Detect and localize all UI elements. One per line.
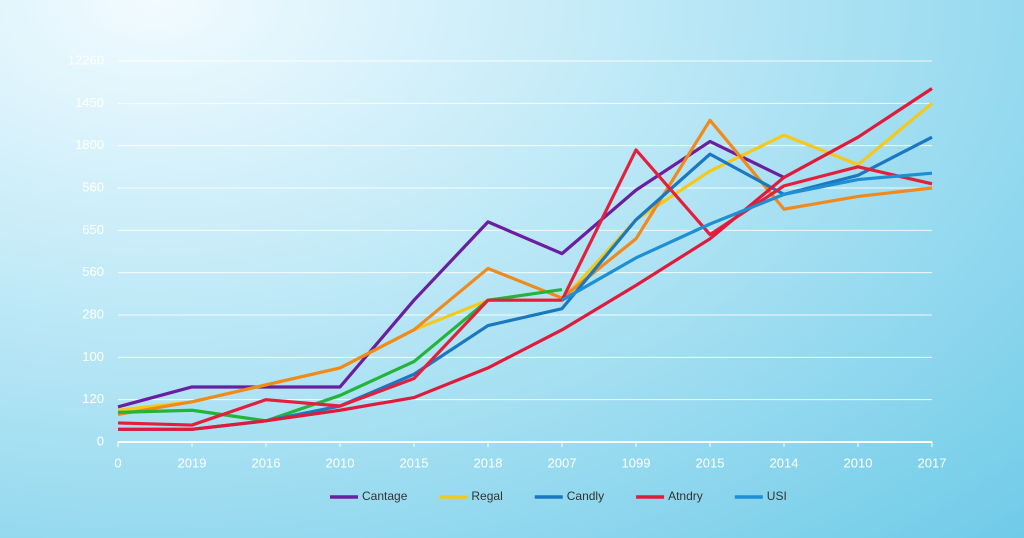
series-line	[117, 139, 785, 409]
x-tick-label: 2018	[474, 455, 503, 470]
x-tick-label: 0	[114, 455, 121, 470]
x-tick-label: 2014	[770, 455, 799, 470]
y-tick-label: 560	[82, 264, 104, 279]
x-tick-label: 1099	[622, 455, 651, 470]
x-tick-label: 2016	[252, 455, 281, 470]
legend-label: Atndry	[668, 489, 703, 503]
x-tick-label: 2017	[918, 455, 947, 470]
y-tick-label: 0	[97, 433, 104, 448]
y-tick-label: 650	[82, 222, 104, 237]
x-tick-label: 2007	[548, 455, 577, 470]
series-line	[117, 118, 933, 417]
x-tick-label: 2010	[844, 455, 873, 470]
series-line	[561, 171, 933, 302]
x-tick-label: 2015	[400, 455, 429, 470]
x-tick-label: 2019	[178, 455, 207, 470]
legend: Cantage Regal Candly Atndry USI	[330, 489, 787, 503]
y-tick-label: 12260	[68, 52, 104, 67]
y-tick-label: 560	[82, 179, 104, 194]
legend-label: Regal	[471, 489, 502, 503]
y-tick-label: 1800	[75, 137, 104, 152]
legend-label: USI	[767, 489, 787, 503]
y-tick-label: 120	[82, 391, 104, 406]
legend-label: Cantage	[362, 489, 408, 503]
series-line	[117, 102, 934, 412]
legend-label: Candly	[567, 489, 604, 503]
series-line	[118, 87, 933, 431]
series-line	[117, 148, 933, 427]
x-tick-label: 2010	[326, 455, 355, 470]
y-tick-label: 280	[82, 306, 104, 321]
y-tick-label: 1450	[75, 95, 104, 110]
x-tick-label: 2015	[696, 455, 725, 470]
y-tick-label: 100	[82, 349, 104, 364]
